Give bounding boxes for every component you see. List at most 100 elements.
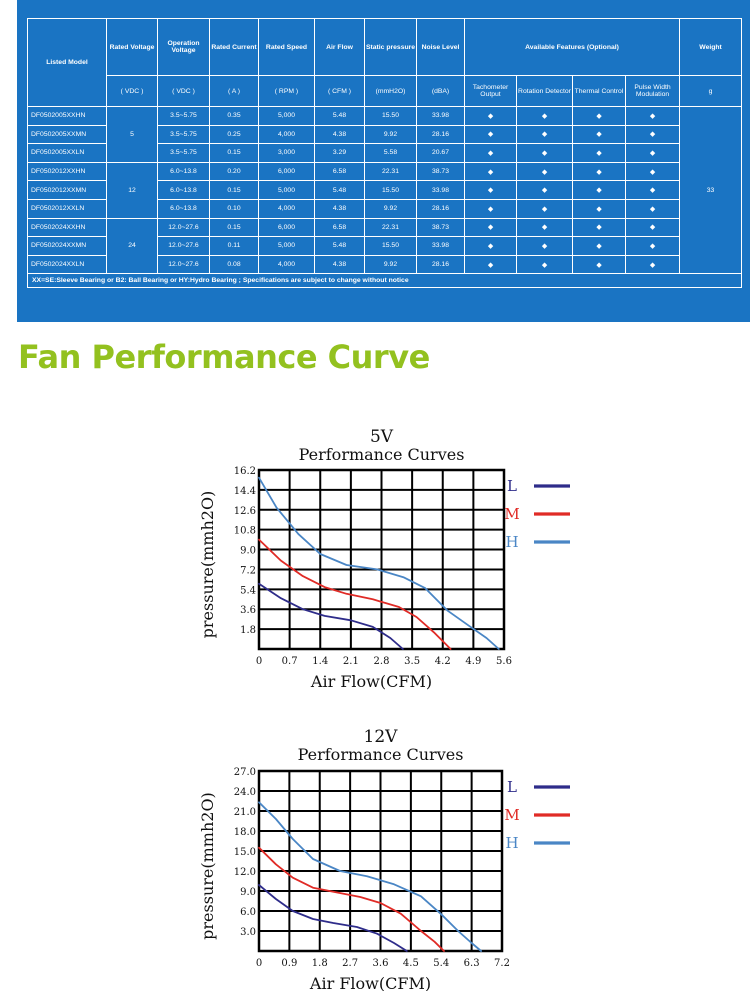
table-footnote: XX=SE:Sleeve Bearing or B2: Ball Bearing… — [26, 273, 743, 289]
y-tick-label: 12.0 — [234, 867, 256, 878]
rated-current-cell: 0.25 — [209, 124, 259, 145]
legend-label-h: H — [505, 533, 518, 551]
y-tick-label: 1.8 — [240, 625, 256, 636]
air-flow-cell: 4.38 — [314, 198, 365, 219]
unit-rpm: ( RPM ) — [258, 75, 315, 107]
feature-mark-icon: ◆ — [572, 143, 626, 163]
section-title: Fan Performance Curve — [18, 338, 430, 376]
y-tick-label: 9.0 — [240, 887, 256, 898]
x-tick-label: 4.9 — [465, 656, 481, 667]
static-pressure-cell: 15.50 — [364, 236, 417, 256]
spec-table-body: DF0502005XXHN 5 3.5~5.75 0.35 5,000 5.48 15.50… — [27, 105, 743, 275]
y-axis-label: pressure(mmh2O) — [198, 491, 217, 639]
operation-voltage-cell: 6.0~13.8 — [157, 161, 210, 182]
table-row: DF0502012XXMN 6.0~13.8 0.15 5,000 5.48 15.50 3… — [27, 180, 742, 200]
rated-current-cell: 0.35 — [209, 106, 259, 126]
feature-mark-icon: ◆ — [624, 106, 681, 126]
feature-mark-icon: ◆ — [464, 124, 517, 145]
y-tick-label: 16.2 — [234, 466, 256, 477]
x-tick-label: 7.2 — [494, 958, 510, 969]
unit-grams: g — [679, 75, 743, 107]
table-row: DF0502005XXLN 3.5~5.75 0.15 3,000 3.29 5.58 20… — [27, 143, 742, 163]
y-tick-label: 5.4 — [240, 585, 256, 596]
rated-current-cell: 0.08 — [209, 254, 259, 275]
y-tick-label: 18.0 — [234, 827, 256, 838]
feature-mark-icon: ◆ — [572, 161, 626, 182]
model-cell: DF0502012XXLN — [27, 198, 107, 219]
feature-mark-icon: ◆ — [624, 198, 681, 219]
rated-current-cell: 0.15 — [209, 180, 259, 200]
feature-mark-icon: ◆ — [464, 217, 517, 238]
series-line-m — [258, 846, 445, 952]
legend-label-l: L — [507, 477, 517, 495]
col-header-rated-speed: Rated Speed — [258, 18, 315, 76]
unit-cfm: ( CFM ) — [314, 75, 365, 107]
table-row: DF0502005XXHN 5 3.5~5.75 0.35 5,000 5.48 15.50… — [27, 105, 743, 275]
header-row-main: Listed Model Rated Voltage Operation Vol… — [27, 18, 743, 107]
x-tick-label: 4.5 — [403, 958, 419, 969]
col-header-available-features: Available Features (Optional) — [463, 18, 681, 76]
operation-voltage-cell: 3.5~5.75 — [157, 106, 210, 126]
noise-level-cell: 38.73 — [416, 217, 465, 238]
spec-table: Listed Model Rated Voltage Operation Vol… — [26, 18, 743, 289]
feature-mark-icon: ◆ — [624, 124, 681, 145]
table-note-row: XX=SE:Sleeve Bearing or B2: Ball Bearing… — [26, 273, 743, 289]
x-tick-label: 2.1 — [343, 656, 359, 667]
unit-dba: (dBA) — [416, 75, 465, 107]
feature-mark-icon: ◆ — [624, 180, 681, 200]
rated-current-cell: 0.15 — [209, 217, 259, 238]
series-line-h — [258, 801, 483, 952]
feature-mark-icon: ◆ — [516, 124, 573, 145]
feature-tachometer-output: Tachometer Output — [464, 75, 517, 107]
unit-amp: ( A ) — [209, 75, 259, 107]
chart-subtitle: Performance Curves — [299, 445, 465, 464]
y-tick-label: 27.0 — [234, 767, 256, 778]
y-tick-label: 3.0 — [240, 927, 256, 938]
x-tick-label: 1.4 — [312, 656, 328, 667]
col-header-model: Listed Model — [27, 18, 107, 107]
feature-mark-icon: ◆ — [516, 180, 573, 200]
air-flow-cell: 5.48 — [314, 106, 365, 126]
rated-voltage-cell: 24 — [106, 217, 158, 275]
model-cell: DF0502012XXHN — [27, 161, 107, 182]
y-tick-label: 7.2 — [240, 565, 256, 576]
air-flow-cell: 5.48 — [314, 180, 365, 200]
air-flow-cell: 5.48 — [314, 236, 365, 256]
noise-level-cell: 28.16 — [416, 124, 465, 145]
rated-speed-cell: 6,000 — [258, 217, 315, 238]
air-flow-cell: 3.29 — [314, 143, 365, 163]
feature-mark-icon: ◆ — [624, 236, 681, 256]
legend-label-l: L — [507, 778, 517, 796]
col-header-weight: Weight — [679, 18, 743, 76]
feature-mark-icon: ◆ — [516, 236, 573, 256]
feature-mark-icon: ◆ — [516, 254, 573, 275]
feature-mark-icon: ◆ — [624, 254, 681, 275]
series-line-l — [258, 884, 408, 952]
spec-table-panel: Listed Model Rated Voltage Operation Vol… — [17, 0, 750, 322]
series-line-m — [258, 538, 452, 650]
noise-level-cell: 28.16 — [416, 254, 465, 275]
unit-vdc: ( VDC ) — [157, 75, 210, 107]
rated-speed-cell: 4,000 — [258, 198, 315, 219]
table-row: DF0502024XXHN 24 12.0~27.6 0.15 6,000 6.58 22.… — [27, 217, 742, 275]
operation-voltage-cell: 12.0~27.6 — [157, 236, 210, 256]
rated-current-cell: 0.10 — [209, 198, 259, 219]
model-cell: DF0502012XXMN — [27, 180, 107, 200]
noise-level-cell: 20.67 — [416, 143, 465, 163]
plot-grid — [258, 770, 503, 952]
feature-mark-icon: ◆ — [572, 198, 626, 219]
header-row-units: ( VDC ) ( VDC ) ( A ) ( RPM ) ( CFM ) (m… — [28, 75, 743, 107]
col-header-air-flow: Air Flow — [314, 18, 365, 76]
x-tick-label: 3.6 — [373, 958, 389, 969]
feature-mark-icon: ◆ — [572, 217, 626, 238]
static-pressure-cell: 9.92 — [364, 198, 417, 219]
plot-frame — [257, 468, 506, 651]
y-tick-label: 10.8 — [234, 526, 256, 537]
rated-speed-cell: 4,000 — [258, 254, 315, 275]
feature-mark-icon: ◆ — [464, 198, 517, 219]
x-tick-label: 2.7 — [342, 958, 358, 969]
feature-mark-icon: ◆ — [464, 106, 517, 126]
operation-voltage-cell: 12.0~27.6 — [157, 254, 210, 275]
y-tick-label: 24.0 — [234, 787, 256, 798]
